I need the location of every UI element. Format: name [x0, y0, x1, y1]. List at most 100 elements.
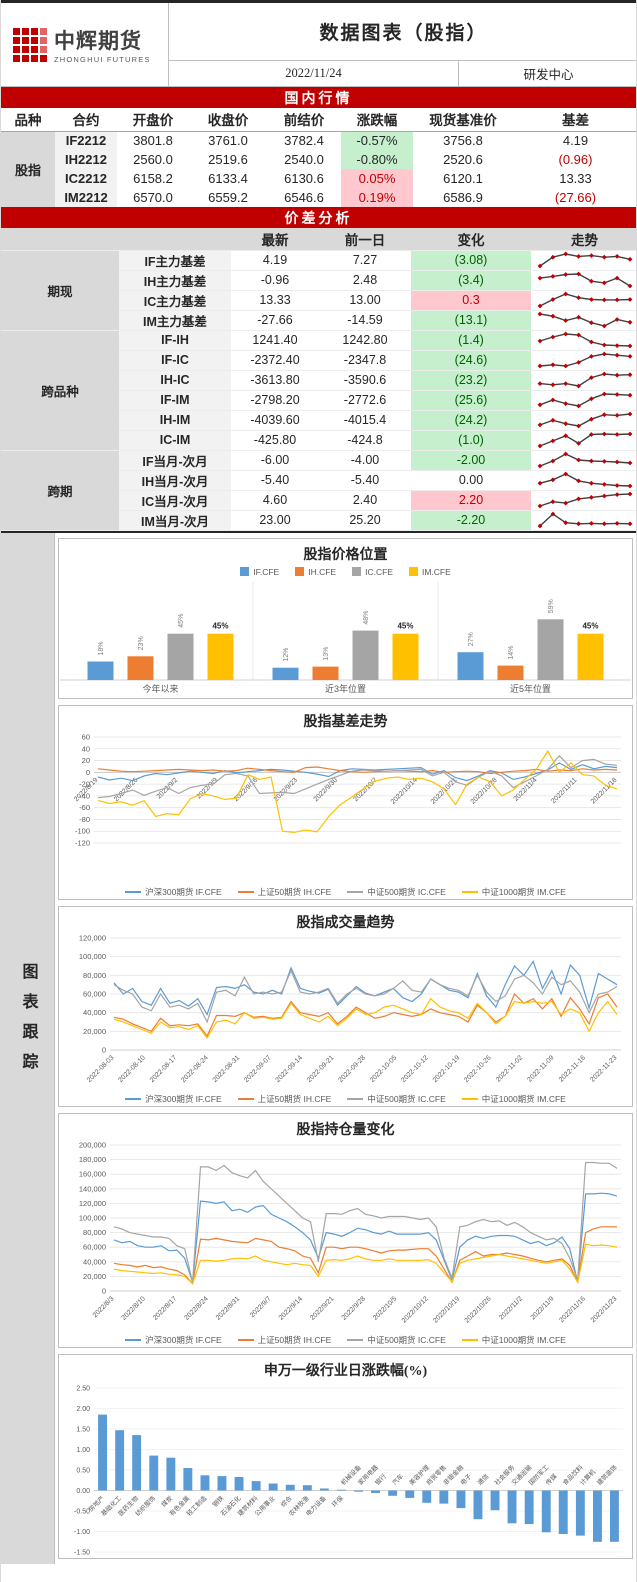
table-row: 跨品种 IF-IH 1241.40 1242.80 (1.4) [1, 330, 636, 450]
svg-text:0: 0 [102, 1286, 106, 1295]
cell-close: 6559.2 [208, 190, 248, 205]
svg-text:环保: 环保 [330, 1493, 346, 1509]
cell-trend [531, 330, 636, 350]
svg-text:2022/8/10: 2022/8/10 [121, 1295, 147, 1321]
spread-group-cell: 跨品种 [1, 330, 119, 450]
svg-text:电子: 电子 [458, 1471, 473, 1486]
svg-text:2022-08-31: 2022-08-31 [212, 1054, 242, 1084]
svg-text:2022/11/18: 2022/11/18 [590, 776, 619, 805]
legend-swatch-icon [461, 1338, 478, 1341]
column-header: 前结价 [267, 108, 341, 132]
chart-panels: 股指价格位置 IF.CFE IH.CFE IC.CFE IM.CFE 今年以来 18% 2… [55, 533, 636, 1564]
trend-sparkline [537, 271, 632, 289]
cell-name: IF当月-次月 [119, 450, 231, 470]
cell-change: (25.6) [411, 390, 531, 410]
svg-text:20,000: 20,000 [83, 1271, 106, 1280]
legend-label: 沪深300期货 IF.CFE [145, 1093, 222, 1104]
legend-label: IH.CFE [308, 566, 337, 577]
cell-prev_settle: 6546.6 [284, 190, 324, 205]
svg-text:综合: 综合 [278, 1493, 294, 1509]
cell-prev: -2347.8 [343, 353, 387, 367]
market-table: 品种 合约 开盘价 收盘价 前结价 涨跌幅 现货基准价 基差 股指 IF2212 3… [1, 108, 636, 207]
cell-name: IC主力基差 [119, 290, 231, 310]
spread-table-header-row: 最新 前一日 变化 走势 [1, 228, 636, 250]
legend-swatch-icon [461, 890, 478, 893]
cell-latest: -3613.80 [250, 373, 300, 387]
cell-change: (1.4) [411, 330, 531, 350]
svg-text:180,000: 180,000 [79, 1155, 106, 1164]
svg-text:-80: -80 [79, 814, 90, 823]
cell-prev: -14.59 [347, 313, 383, 327]
svg-text:120,000: 120,000 [79, 1198, 106, 1207]
legend-label: 上证50期货 IH.CFE [257, 1334, 332, 1345]
svg-text:18%: 18% [98, 641, 105, 655]
column-header: 最新 [231, 228, 319, 250]
legend-item: 中证500期货 IC.CFE [347, 1334, 446, 1346]
cell-change: 0.3 [411, 290, 531, 310]
column-header: 开盘价 [117, 108, 189, 132]
legend-label: IM.CFE [421, 566, 451, 577]
svg-text:14%: 14% [508, 645, 515, 659]
svg-text:2022/9/21: 2022/9/21 [309, 1295, 335, 1321]
svg-text:2022/9/23: 2022/9/23 [273, 776, 299, 802]
cell-prev: 2.40 [352, 493, 378, 507]
legend-item: 中证500期货 IC.CFE [347, 1093, 446, 1105]
table-row: 跨期 IF当月-次月 -6.00 -4.00 -2.00 [1, 450, 636, 530]
svg-text:近3年位置: 近3年位置 [325, 683, 366, 694]
chart-open-interest: 股指持仓量变化 0 20,000 40,000 60,000 80,000 100,000… [58, 1112, 633, 1348]
svg-text:煤炭: 煤炭 [159, 1493, 175, 1509]
legend-label: 中证500期货 IC.CFE [367, 1093, 446, 1104]
svg-text:2022/8/24: 2022/8/24 [183, 1295, 209, 1321]
svg-text:-100: -100 [75, 826, 90, 835]
cell-spot_base: 3756.8 [443, 133, 483, 149]
column-header: 走势 [531, 228, 636, 250]
svg-text:2022/11/9: 2022/11/9 [530, 1295, 556, 1321]
chart-basis-trend: 股指基差走势 -120 -100 -80 -60 -40 -20 0 20 40 60 2022/8… [58, 704, 633, 900]
cell-prev: 1242.80 [342, 333, 388, 347]
cell-change: (24.2) [411, 410, 531, 430]
cell-name: IC当月-次月 [119, 490, 231, 510]
legend-label: 中证1000期货 IM.CFE [481, 886, 566, 897]
svg-text:2022/9/2: 2022/9/2 [156, 776, 180, 800]
svg-text:-1.00: -1.00 [74, 1529, 90, 1536]
chart-legend: 沪深300期货 IF.CFE 上证50期货 IH.CFE 中证500期货 IC.CF… [59, 883, 632, 899]
legend-item: 上证50期货 IH.CFE [237, 886, 331, 898]
chart-title: 申万一级行业日涨跌幅(%) [263, 1363, 428, 1379]
chart-plot: 今年以来 18% 23% 45% 45% 近3年位置 12% 13% 48% 45% 近5年位置 27… [60, 581, 631, 694]
column-header: 涨跌幅 [341, 108, 413, 132]
chart-canvas: 0 20,000 40,000 60,000 80,000 100,000 120,000 2… [59, 932, 632, 1090]
chart-plot: 0 20,000 40,000 60,000 80,000 100,000 120,000 1… [79, 1140, 621, 1324]
svg-text:45%: 45% [397, 621, 413, 630]
svg-text:2022-09-07: 2022-09-07 [243, 1054, 273, 1084]
cell-close: 3761.0 [208, 133, 248, 149]
svg-text:200,000: 200,000 [79, 1140, 106, 1149]
svg-text:-20: -20 [79, 779, 90, 788]
legend-label: IF.CFE [253, 566, 280, 577]
cell-spot_base: 2520.6 [443, 152, 483, 167]
cell-trend [531, 510, 636, 530]
legend-item: IF.CFE [240, 567, 279, 577]
cell-change_pct: 0.05% [341, 169, 413, 188]
legend-swatch-icon [240, 567, 250, 576]
chart-price-position: 股指价格位置 IF.CFE IH.CFE IC.CFE IM.CFE 今年以来 18% 2… [58, 537, 633, 699]
svg-text:2022/9/28: 2022/9/28 [341, 1295, 367, 1321]
trend-sparkline [537, 391, 632, 409]
svg-text:48%: 48% [363, 610, 370, 624]
logo-icon [13, 27, 47, 62]
cell-contract: IF2212 [55, 131, 117, 150]
table-row: 股指 IF2212 3801.8 3761.0 3782.4 -0.57% 3756.8 4.… [1, 131, 636, 207]
trend-sparkline [537, 431, 632, 449]
svg-text:2022/10/14: 2022/10/14 [390, 776, 419, 805]
svg-text:140,000: 140,000 [79, 1184, 106, 1193]
svg-text:45%: 45% [178, 613, 185, 627]
cell-contract: IC2212 [55, 169, 117, 188]
column-header: 现货基准价 [413, 108, 513, 132]
table-row: IH主力基差 -0.96 2.48 (3.4) [1, 270, 636, 290]
svg-text:2022-09-14: 2022-09-14 [274, 1054, 304, 1084]
svg-text:120,000: 120,000 [79, 933, 106, 942]
table-row: IF-IM -2798.20 -2772.6 (25.6) [1, 390, 636, 410]
svg-text:60: 60 [82, 732, 90, 741]
cell-prev: -424.8 [347, 433, 383, 447]
svg-text:20,000: 20,000 [83, 1026, 106, 1035]
